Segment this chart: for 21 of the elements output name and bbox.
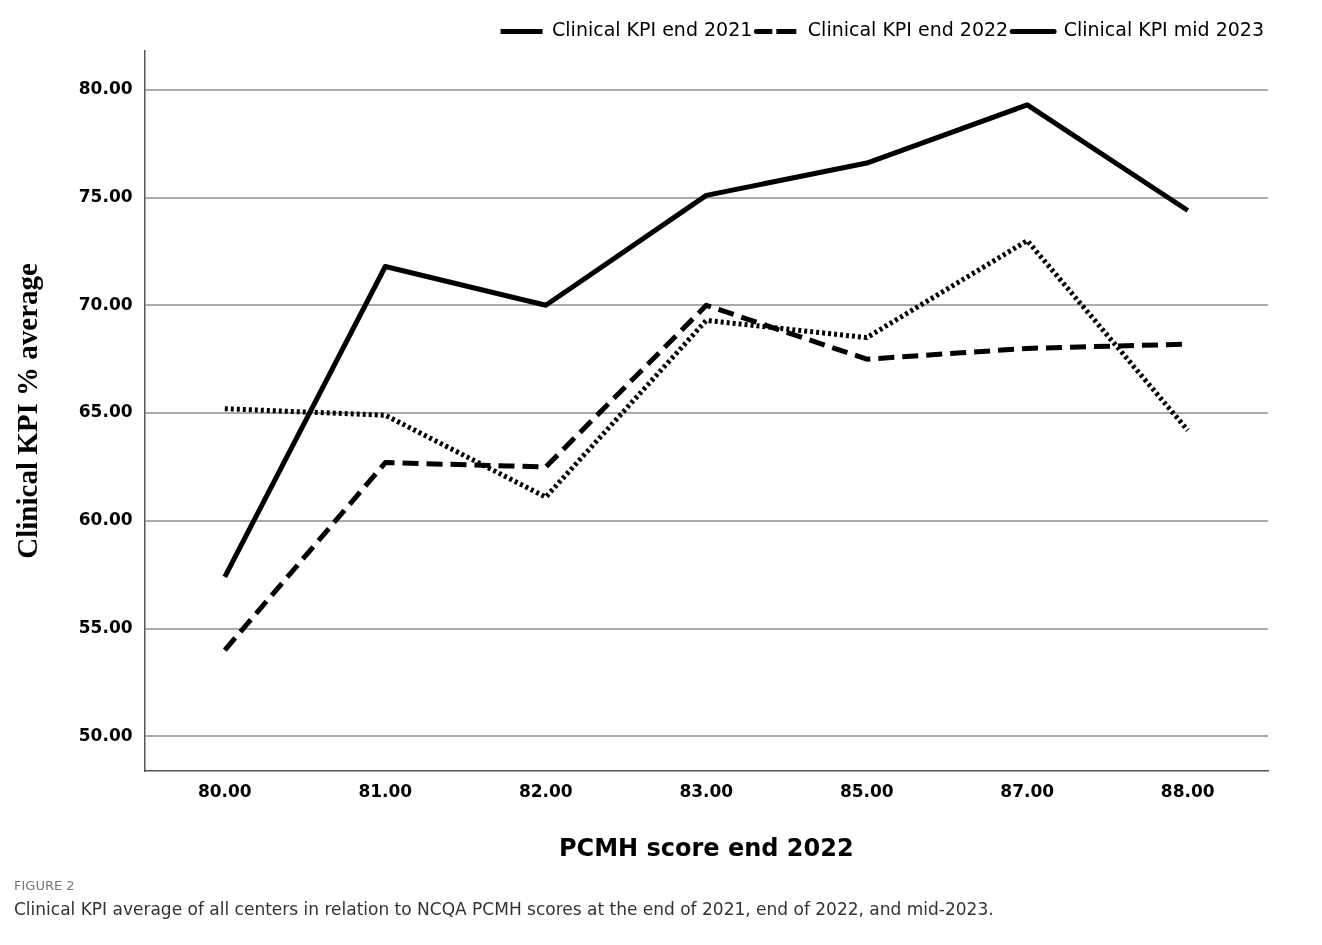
x-axis-title: PCMH score end 2022 <box>558 833 854 862</box>
y-tick-label: 80.00 <box>78 78 133 99</box>
y-tick-label: 60.00 <box>78 509 133 530</box>
x-tick-label: 80.00 <box>197 781 252 802</box>
x-tick-label: 81.00 <box>358 781 413 802</box>
y-tick-label: 50.00 <box>78 724 133 745</box>
x-tick-label: 85.00 <box>839 781 894 802</box>
x-tick-label: 82.00 <box>518 781 573 802</box>
legend-label: Clinical KPI mid 2023 <box>1063 18 1265 41</box>
x-tick-label: 88.00 <box>1160 781 1215 802</box>
y-tick-label: 70.00 <box>78 293 133 314</box>
legend-label: Clinical KPI end 2021 <box>552 18 753 41</box>
x-tick-label: 83.00 <box>679 781 734 802</box>
caption: FIGURE 2 <box>14 878 76 893</box>
text: Clinical KPI average of all centers in relation to NCQA PCMH scores at the end of 2021, end of 2022, and mid-2023. <box>14 899 995 919</box>
y-axis-title: Clinical KPI % average <box>10 262 43 559</box>
legend-label: Clinical KPI end 2022 <box>807 18 1009 41</box>
y-tick-label: 55.00 <box>78 616 133 637</box>
y-tick-label: 65.00 <box>78 401 133 422</box>
x-tick-label: 87.00 <box>1000 781 1055 802</box>
y-tick-label: 75.00 <box>78 185 133 206</box>
